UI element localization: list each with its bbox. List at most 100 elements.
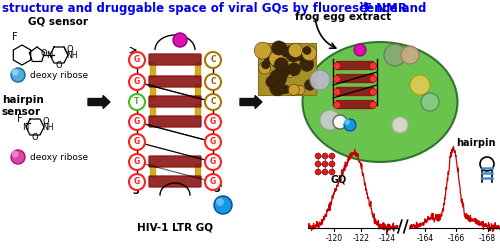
Circle shape: [305, 50, 313, 58]
Text: O: O: [66, 44, 73, 54]
Text: O: O: [42, 116, 50, 126]
Text: GQ: GQ: [330, 175, 346, 185]
Polygon shape: [373, 101, 377, 106]
Text: G: G: [134, 118, 140, 126]
FancyBboxPatch shape: [336, 74, 374, 82]
Circle shape: [315, 169, 321, 175]
Circle shape: [205, 114, 221, 130]
Circle shape: [205, 74, 221, 90]
Polygon shape: [150, 84, 155, 97]
Text: hairpin: hairpin: [456, 138, 496, 148]
Circle shape: [205, 174, 221, 190]
Text: HIV-1 LTR GQ: HIV-1 LTR GQ: [137, 222, 213, 232]
Circle shape: [281, 47, 291, 57]
Text: deoxy ribose: deoxy ribose: [30, 70, 88, 80]
Text: F: F: [17, 114, 23, 124]
Circle shape: [333, 115, 347, 129]
Text: -168: -168: [479, 234, 496, 242]
Circle shape: [334, 102, 340, 108]
Circle shape: [285, 44, 302, 62]
Circle shape: [370, 76, 376, 82]
Circle shape: [370, 62, 376, 70]
Text: N: N: [22, 122, 28, 132]
Ellipse shape: [302, 42, 458, 162]
Circle shape: [274, 58, 288, 72]
Text: deoxy ribose: deoxy ribose: [30, 152, 88, 162]
Circle shape: [288, 84, 300, 95]
Circle shape: [205, 154, 221, 170]
Circle shape: [11, 68, 25, 82]
Text: G: G: [134, 56, 140, 64]
Circle shape: [304, 80, 316, 90]
Polygon shape: [150, 62, 155, 77]
Text: -124: -124: [379, 234, 396, 242]
Circle shape: [129, 114, 145, 130]
Text: O: O: [40, 48, 48, 58]
Circle shape: [11, 150, 25, 164]
Circle shape: [320, 110, 340, 130]
Circle shape: [315, 153, 321, 159]
FancyBboxPatch shape: [149, 176, 201, 187]
Circle shape: [329, 153, 335, 159]
Circle shape: [322, 153, 328, 159]
Text: 19: 19: [358, 2, 368, 11]
FancyBboxPatch shape: [336, 62, 374, 70]
Circle shape: [410, 75, 430, 95]
Text: C: C: [210, 78, 216, 86]
Circle shape: [282, 62, 298, 78]
Polygon shape: [373, 88, 377, 93]
FancyBboxPatch shape: [149, 156, 201, 167]
Circle shape: [322, 169, 328, 175]
Text: -164: -164: [416, 234, 434, 242]
Text: C: C: [210, 98, 216, 106]
Text: G: G: [134, 158, 140, 166]
Circle shape: [258, 62, 271, 74]
Circle shape: [334, 76, 340, 82]
Text: 3': 3': [132, 186, 142, 196]
Text: N: N: [46, 50, 52, 59]
Circle shape: [271, 55, 284, 68]
Polygon shape: [150, 164, 155, 177]
Text: NH: NH: [42, 122, 54, 132]
Circle shape: [281, 85, 289, 94]
Circle shape: [421, 93, 439, 111]
Circle shape: [270, 80, 285, 96]
Text: T: T: [134, 98, 140, 106]
Circle shape: [214, 196, 232, 214]
FancyBboxPatch shape: [149, 54, 201, 65]
Circle shape: [264, 53, 275, 64]
Circle shape: [254, 42, 271, 59]
Circle shape: [354, 44, 366, 56]
Text: structure and druggable space of viral GQs by fluorescence and: structure and druggable space of viral G…: [2, 2, 430, 15]
Polygon shape: [333, 101, 337, 106]
Text: -120: -120: [326, 234, 342, 242]
Polygon shape: [195, 84, 200, 97]
Text: G: G: [210, 158, 216, 166]
Circle shape: [205, 52, 221, 68]
Circle shape: [276, 66, 289, 79]
Circle shape: [334, 62, 340, 70]
Circle shape: [288, 43, 302, 58]
Circle shape: [310, 70, 330, 90]
Text: C: C: [210, 56, 216, 64]
Circle shape: [277, 42, 287, 52]
Circle shape: [288, 63, 300, 76]
Circle shape: [300, 57, 314, 71]
Circle shape: [315, 161, 321, 167]
Text: O: O: [32, 132, 38, 141]
FancyBboxPatch shape: [336, 88, 374, 96]
Circle shape: [344, 119, 356, 131]
Text: F: F: [12, 32, 18, 42]
Circle shape: [272, 41, 286, 55]
Text: G: G: [134, 78, 140, 86]
Circle shape: [269, 51, 284, 66]
FancyBboxPatch shape: [149, 116, 201, 127]
Circle shape: [205, 94, 221, 110]
Text: G: G: [210, 118, 216, 126]
Polygon shape: [195, 104, 200, 117]
FancyBboxPatch shape: [149, 96, 201, 107]
Text: G: G: [134, 178, 140, 186]
Text: GQ sensor: GQ sensor: [28, 17, 88, 27]
FancyBboxPatch shape: [258, 43, 316, 95]
Circle shape: [296, 86, 305, 95]
